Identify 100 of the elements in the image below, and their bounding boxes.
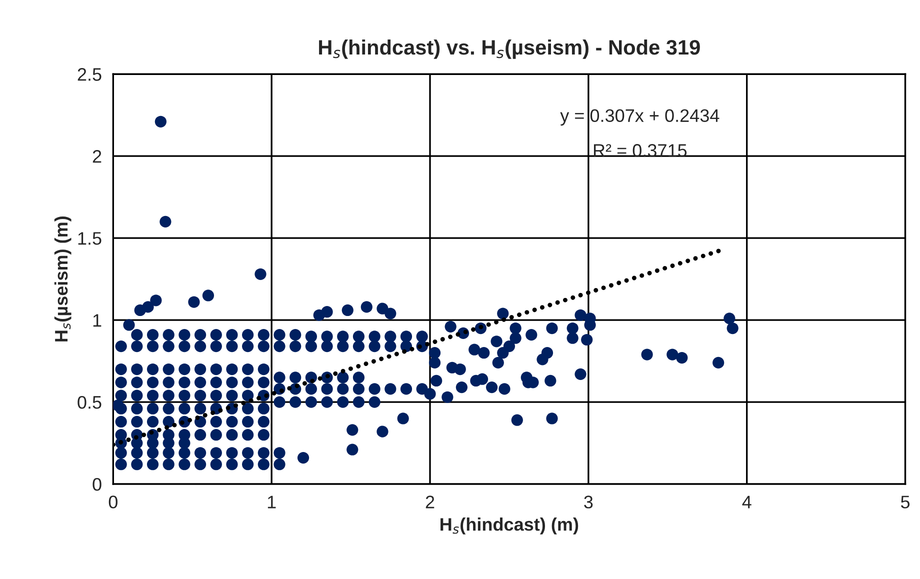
point — [258, 340, 270, 352]
point — [297, 452, 310, 464]
point — [194, 458, 206, 470]
point — [666, 348, 678, 360]
y-tick-label: 1 — [93, 314, 102, 327]
point — [274, 458, 286, 470]
point — [566, 322, 578, 334]
point — [486, 381, 498, 394]
point — [490, 336, 502, 348]
point — [384, 330, 396, 342]
point — [242, 376, 254, 388]
point — [444, 320, 456, 332]
point — [305, 330, 317, 342]
point — [321, 340, 333, 352]
point — [360, 301, 372, 313]
point — [400, 383, 412, 395]
point — [566, 332, 578, 344]
point — [470, 374, 482, 387]
point — [242, 416, 254, 428]
point — [724, 312, 736, 324]
point — [178, 376, 190, 388]
point — [368, 330, 380, 342]
point — [131, 390, 143, 402]
point — [337, 330, 349, 342]
point — [242, 429, 254, 441]
point — [226, 376, 238, 388]
point — [162, 390, 174, 402]
point — [131, 363, 143, 376]
point — [510, 322, 522, 334]
x-tick-label: 4 — [742, 496, 752, 508]
point — [510, 332, 522, 344]
point — [146, 416, 159, 428]
point — [226, 416, 238, 428]
point — [546, 322, 558, 334]
point — [146, 458, 159, 470]
point — [442, 391, 454, 403]
x-tick-label: 1 — [268, 496, 276, 508]
point — [242, 340, 254, 352]
point — [492, 356, 504, 369]
point — [162, 329, 174, 341]
point — [210, 340, 222, 352]
point — [497, 347, 509, 359]
point — [178, 329, 190, 341]
point — [178, 340, 190, 352]
point — [511, 414, 523, 426]
point — [162, 402, 174, 414]
point — [226, 458, 238, 470]
point — [337, 396, 349, 408]
point — [194, 376, 206, 388]
point — [146, 390, 159, 402]
point — [115, 416, 127, 428]
point — [712, 356, 724, 369]
point — [115, 390, 127, 402]
point — [115, 458, 127, 470]
point — [178, 402, 190, 414]
x-axis-title: H$_{s}$(hindcast) (m) — [440, 518, 578, 534]
point — [258, 363, 270, 376]
point — [242, 447, 254, 459]
point — [194, 363, 206, 376]
point — [146, 340, 159, 352]
point — [113, 400, 124, 412]
point — [274, 372, 286, 384]
point — [146, 376, 159, 388]
point — [384, 383, 396, 395]
point — [368, 340, 380, 352]
point — [146, 402, 159, 414]
point — [142, 301, 154, 313]
point — [346, 444, 358, 456]
point — [424, 388, 436, 400]
point — [546, 412, 558, 424]
point — [162, 458, 174, 470]
point — [226, 447, 238, 459]
point — [162, 376, 174, 388]
point — [160, 216, 172, 228]
point — [258, 416, 270, 428]
annotation: R² = 0.3715 — [594, 144, 687, 157]
point — [498, 383, 510, 395]
x-tick-label: 3 — [584, 496, 593, 508]
point — [574, 309, 586, 321]
point — [497, 308, 509, 320]
point — [162, 340, 174, 352]
point — [468, 344, 480, 356]
y-axis-title: H$_{s}$(µseism) (m) — [54, 216, 72, 342]
point — [274, 329, 286, 341]
point — [146, 363, 159, 376]
x-tick-label: 2 — [426, 496, 434, 508]
point — [131, 402, 143, 414]
point — [202, 290, 214, 302]
y-tick-label: 1.5 — [78, 232, 102, 245]
point — [274, 340, 286, 352]
point — [526, 329, 538, 341]
point — [274, 447, 286, 459]
point — [454, 363, 466, 376]
point — [352, 330, 365, 342]
point — [115, 340, 127, 352]
point — [178, 447, 190, 459]
point — [178, 458, 190, 470]
point — [210, 416, 222, 428]
point — [194, 390, 206, 402]
point — [400, 330, 412, 342]
